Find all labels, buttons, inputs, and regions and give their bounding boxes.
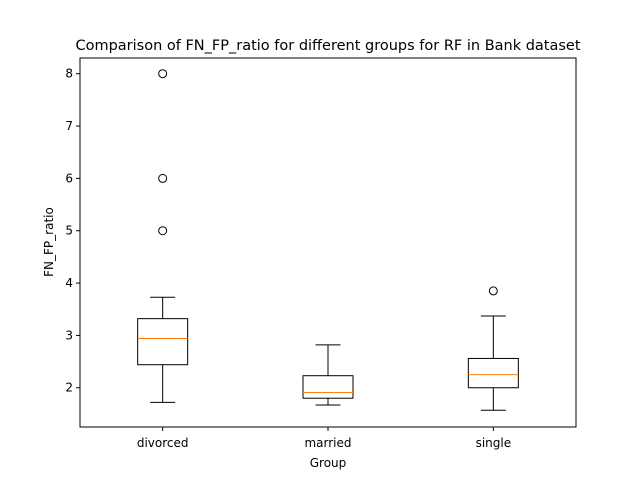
x-axis-label: Group	[310, 456, 347, 470]
y-tick-label: 5	[65, 224, 73, 238]
plot-frame	[79, 57, 577, 428]
y-axis-label: FN_FP_ratio	[42, 207, 56, 277]
y-tick-label: 7	[65, 119, 73, 133]
y-tick-label: 2	[65, 381, 73, 395]
outlier-point	[158, 173, 168, 183]
box-married	[302, 375, 354, 399]
outlier-point	[158, 69, 168, 79]
box-divorced	[137, 318, 189, 366]
plot-area: 2 3 4 5 6 7 8 divorced married single	[65, 67, 519, 450]
y-tick-label: 6	[65, 171, 73, 185]
box-single	[467, 357, 519, 389]
y-tick-label: 8	[65, 67, 73, 81]
x-tick-label: single	[476, 436, 512, 450]
chart-title: Comparison of FN_FP_ratio for different …	[75, 38, 580, 54]
y-tick-label: 3	[65, 328, 73, 342]
outlier-point	[158, 226, 168, 236]
x-tick-label: married	[304, 436, 351, 450]
x-tick-label: divorced	[137, 436, 189, 450]
outlier-point	[488, 286, 498, 296]
y-tick-label: 4	[65, 276, 73, 290]
